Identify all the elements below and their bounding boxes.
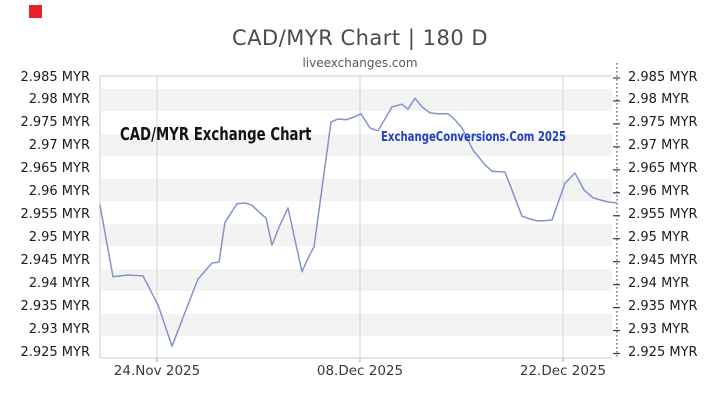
y-axis-label: 2.925 MYR bbox=[20, 345, 90, 360]
chart-watermark-label: CAD/MYR Exchange Chart bbox=[120, 125, 312, 145]
y-axis-label: 2.955 MYR bbox=[628, 207, 698, 223]
y-axis-label: 2.94 MYR bbox=[628, 276, 690, 292]
plot-stripe bbox=[101, 134, 612, 156]
y-axis-label: 2.98 MYR bbox=[28, 92, 90, 108]
y-axis-label: 2.965 MYR bbox=[20, 161, 90, 177]
y-axis-label: 2.965 MYR bbox=[628, 161, 698, 177]
plot-stripe bbox=[101, 89, 612, 111]
y-axis-label: 2.975 MYR bbox=[628, 115, 698, 131]
x-axis-label: 24.Nov 2025 bbox=[113, 363, 201, 379]
y-axis-left: 2.985 MYR 2.98 MYR 2.975 MYR 2.97 MYR 2.965 … bbox=[0, 0, 90, 405]
y-axis-label: 2.94 MYR bbox=[28, 276, 90, 292]
x-axis-label: 22.Dec 2025 bbox=[519, 363, 607, 379]
y-axis-label: 2.98 MYR bbox=[628, 92, 690, 108]
y-axis-label: 2.935 MYR bbox=[20, 299, 90, 315]
site-subtitle: liveexchanges.com bbox=[302, 56, 418, 70]
y-axis-label: 2.945 MYR bbox=[20, 253, 90, 269]
rate-line-series bbox=[99, 97, 617, 347]
plot-stripe bbox=[101, 269, 612, 291]
y-axis-label: 2.955 MYR bbox=[20, 207, 90, 223]
y-axis-label: 2.97 MYR bbox=[628, 138, 690, 154]
y-axis-label: 2.925 MYR bbox=[628, 345, 698, 360]
y-axis-label: 2.96 MYR bbox=[628, 184, 690, 200]
y-axis-right: 2.985 MYR 2.98 MYR 2.975 MYR 2.97 MYR 2.965 … bbox=[628, 0, 720, 405]
y-axis-label: 2.97 MYR bbox=[28, 138, 90, 154]
red-flag-square-icon bbox=[29, 5, 42, 18]
site-credit-watermark: ExchangeConversions.Com 2025 bbox=[381, 129, 567, 145]
plot-stripe bbox=[101, 314, 612, 336]
y-axis-label: 2.93 MYR bbox=[628, 322, 690, 338]
page-title: CAD/MYR Chart | 180 D bbox=[231, 26, 489, 50]
plot-stripe bbox=[101, 179, 612, 201]
plot-stripe bbox=[101, 224, 612, 246]
y-axis-label: 2.985 MYR bbox=[20, 69, 90, 85]
y-axis-label: 2.96 MYR bbox=[28, 184, 90, 200]
y-axis-label: 2.93 MYR bbox=[28, 322, 90, 338]
y-axis-label: 2.935 MYR bbox=[628, 299, 698, 315]
y-axis-label: 2.985 MYR bbox=[628, 69, 698, 85]
y-axis-label: 2.95 MYR bbox=[628, 230, 690, 246]
x-axis-label: 08.Dec 2025 bbox=[316, 363, 404, 379]
y-axis-label: 2.95 MYR bbox=[28, 230, 90, 246]
y-axis-label: 2.945 MYR bbox=[628, 253, 698, 269]
y-axis-label: 2.975 MYR bbox=[20, 115, 90, 131]
